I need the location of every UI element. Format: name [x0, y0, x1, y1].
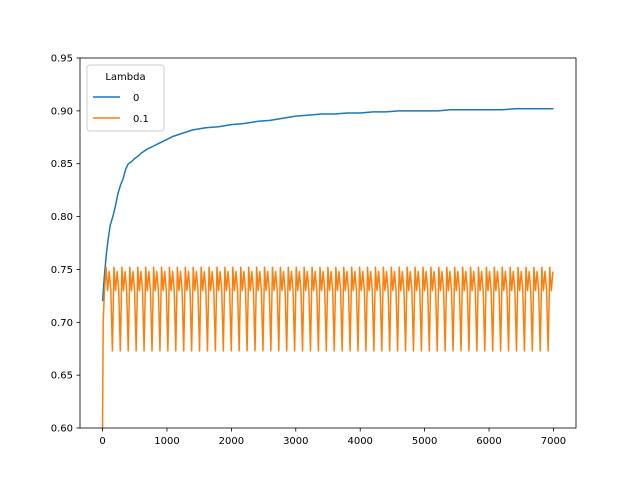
legend-label-0: 0 [133, 93, 139, 104]
y-tick-label-2: 0.70 [51, 318, 73, 329]
y-tick-label-0: 0.60 [51, 424, 73, 435]
plot-area [101, 107, 554, 428]
legend-box [86, 64, 165, 132]
x-tick-label-0: 0 [99, 436, 105, 447]
legend-title: Lambda [105, 72, 145, 83]
x-tick-label-2: 2000 [219, 436, 244, 447]
series-line-0 [101, 107, 554, 302]
y-tick-label-4: 0.80 [51, 212, 73, 223]
legend-label-1: 0.1 [133, 114, 149, 125]
series-line-1 [101, 266, 554, 428]
axes-frame [79, 57, 577, 429]
x-tick-label-5: 5000 [412, 436, 437, 447]
x-tick-label-4: 4000 [347, 436, 372, 447]
y-tick-label-1: 0.65 [51, 371, 73, 382]
x-tick-label-1: 1000 [154, 436, 179, 447]
x-axis: 0 1000 2000 3000 4000 5000 6000 7000 [99, 428, 566, 447]
y-tick-label-7: 0.95 [51, 54, 73, 65]
y-tick-label-3: 0.75 [51, 265, 73, 276]
legend: Lambda 0 0.1 [86, 64, 165, 132]
y-axis: 0.60 0.65 0.70 0.75 0.80 0.85 0.90 0.95 [51, 54, 80, 435]
x-tick-label-7: 7000 [541, 436, 566, 447]
x-tick-label-3: 3000 [283, 436, 308, 447]
x-tick-label-6: 6000 [476, 436, 501, 447]
y-tick-label-5: 0.85 [51, 159, 73, 170]
y-tick-label-6: 0.90 [51, 106, 73, 117]
